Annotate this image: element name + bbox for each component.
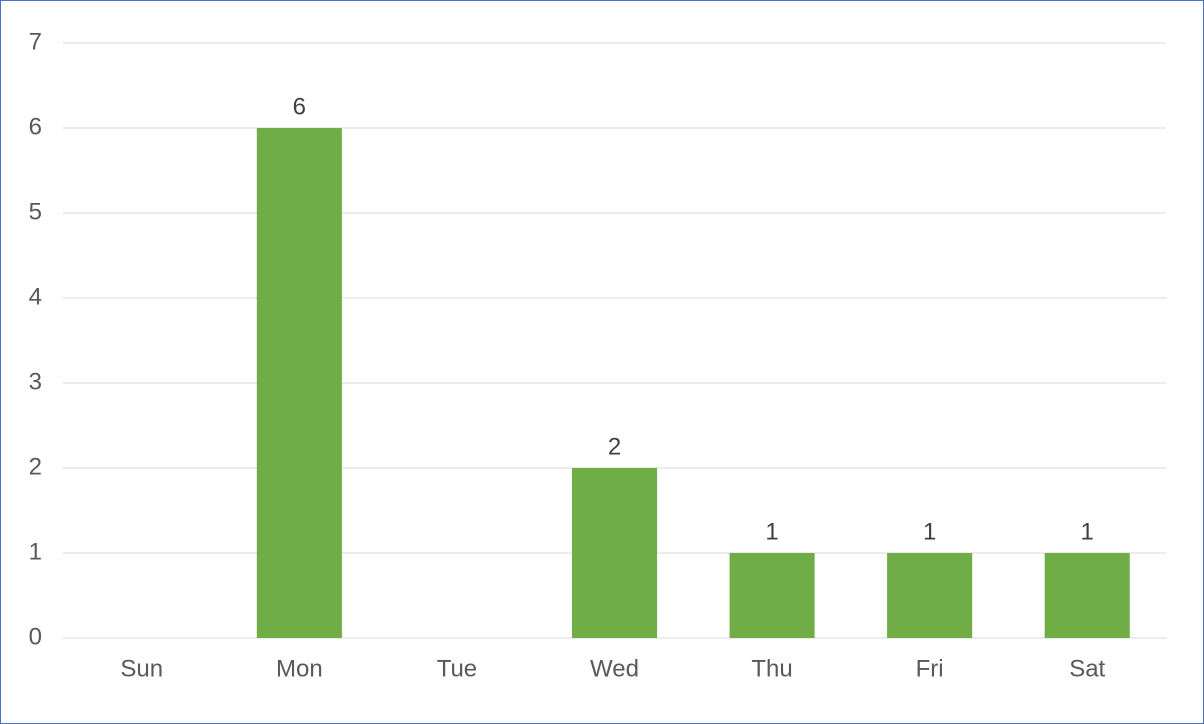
bar bbox=[887, 553, 973, 638]
data-label: 1 bbox=[1081, 518, 1094, 545]
y-tick-label: 6 bbox=[29, 113, 42, 140]
bar bbox=[1044, 553, 1130, 638]
x-tick-label: Sun bbox=[120, 655, 163, 682]
bar bbox=[256, 128, 342, 638]
data-label: 1 bbox=[923, 518, 936, 545]
data-label: 6 bbox=[293, 93, 306, 120]
data-label: 1 bbox=[765, 518, 778, 545]
x-tick-label: Tue bbox=[437, 655, 477, 682]
y-tick-label: 1 bbox=[29, 538, 42, 565]
x-tick-label: Mon bbox=[276, 655, 323, 682]
y-tick-label: 3 bbox=[29, 368, 42, 395]
y-tick-label: 4 bbox=[29, 283, 42, 310]
y-tick-label: 5 bbox=[29, 198, 42, 225]
x-tick-label: Fri bbox=[916, 655, 944, 682]
bar bbox=[729, 553, 815, 638]
y-tick-label: 7 bbox=[29, 28, 42, 55]
x-tick-label: Sat bbox=[1069, 655, 1105, 682]
x-tick-label: Thu bbox=[751, 655, 792, 682]
y-tick-label: 0 bbox=[29, 623, 42, 650]
y-tick-label: 2 bbox=[29, 453, 42, 480]
data-label: 2 bbox=[608, 433, 621, 460]
bar bbox=[571, 468, 658, 638]
x-tick-label: Wed bbox=[590, 655, 639, 682]
